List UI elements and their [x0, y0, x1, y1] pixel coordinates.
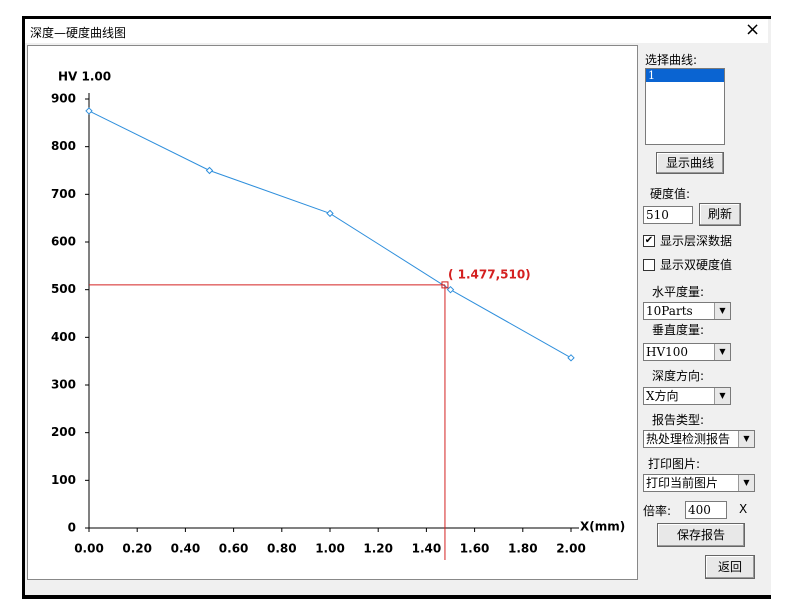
x-tick-label: 2.00 — [556, 542, 586, 556]
save-report-button[interactable]: 保存报告 — [657, 523, 745, 547]
direction-select[interactable]: X方向 ▼ — [643, 387, 731, 405]
x-axis-label: X(mm) — [580, 520, 625, 534]
select-value: 热处理检测报告 — [646, 432, 731, 446]
x-tick-label: 1.80 — [508, 542, 538, 556]
horizontal-label: 水平度量: — [652, 285, 705, 299]
ratio-input[interactable]: 400 — [685, 501, 727, 519]
x-tick-label: 0.00 — [74, 542, 104, 556]
back-button[interactable]: 返回 — [705, 555, 755, 579]
select-value: X方向 — [646, 389, 679, 403]
checkbox[interactable] — [643, 259, 655, 271]
y-tick-label: 200 — [51, 425, 76, 439]
y-axis-label: HV 1.00 — [58, 70, 111, 84]
checkbox-label: 显示层深数据 — [660, 234, 733, 248]
x-tick-label: 0.20 — [122, 542, 152, 556]
data-point — [446, 285, 455, 294]
horizontal-select[interactable]: 10Parts ▼ — [643, 302, 731, 320]
curve-item[interactable]: 1 — [646, 69, 724, 82]
y-tick-label: 300 — [51, 378, 76, 392]
x-tick-label: 1.60 — [460, 542, 490, 556]
direction-label: 深度方向: — [652, 369, 705, 383]
x-tick-label: 1.40 — [412, 542, 442, 556]
curve-list[interactable]: 1 — [645, 68, 725, 145]
title-bar — [25, 19, 768, 43]
print-select[interactable]: 打印当前图片 ▼ — [643, 474, 755, 492]
select-value: 10Parts — [646, 304, 693, 318]
window-title: 深度—硬度曲线图 — [30, 26, 127, 40]
data-point — [85, 107, 93, 115]
y-tick-label: 600 — [51, 235, 76, 249]
vertical-select[interactable]: HV100 ▼ — [643, 343, 731, 361]
y-tick-label: 100 — [51, 473, 76, 487]
ratio-unit: X — [739, 502, 748, 516]
report-select[interactable]: 热处理检测报告 ▼ — [643, 430, 755, 448]
chart: HV 1.00 X(mm) 0 100 200 300 400 500 600 700 800 900… — [27, 45, 638, 580]
y-tick-label: 700 — [51, 187, 76, 201]
cursor-point — [441, 281, 449, 289]
y-tick-label: 900 — [51, 92, 76, 106]
select-value: HV100 — [646, 345, 689, 359]
data-point — [567, 354, 575, 362]
x-tick-label: 1.20 — [363, 542, 393, 556]
y-tick-label: 800 — [51, 139, 76, 153]
x-tick-label: 0.40 — [171, 542, 201, 556]
hardness-input[interactable]: 510 — [643, 206, 693, 224]
data-point — [205, 166, 214, 175]
checkbox[interactable]: ✔ — [643, 235, 655, 247]
select-value: 打印当前图片 — [646, 476, 719, 490]
x-tick-label: 1.00 — [315, 542, 345, 556]
y-tick-label: 0 — [68, 521, 76, 535]
y-tick-label: 400 — [51, 330, 76, 344]
close-button[interactable]: × — [745, 19, 761, 40]
refresh-button[interactable]: 刷新 — [699, 203, 741, 226]
print-label: 打印图片: — [648, 457, 701, 471]
ratio-label: 倍率: — [643, 504, 672, 518]
y-tick-label: 500 — [51, 282, 76, 296]
select-label: 选择曲线: — [645, 53, 698, 67]
x-tick-label: 0.60 — [219, 542, 249, 556]
cursor-label: ( 1.477,510) — [448, 267, 531, 281]
vertical-label: 垂直度量: — [652, 323, 705, 337]
data-point — [326, 209, 334, 218]
data-line — [88, 110, 572, 359]
report-label: 报告类型: — [652, 413, 705, 427]
checkbox-label: 显示双硬度值 — [660, 258, 733, 272]
x-tick-label: 0.80 — [267, 542, 297, 556]
hardness-label: 硬度值: — [650, 187, 691, 201]
show-curve-button[interactable]: 显示曲线 — [656, 152, 724, 174]
